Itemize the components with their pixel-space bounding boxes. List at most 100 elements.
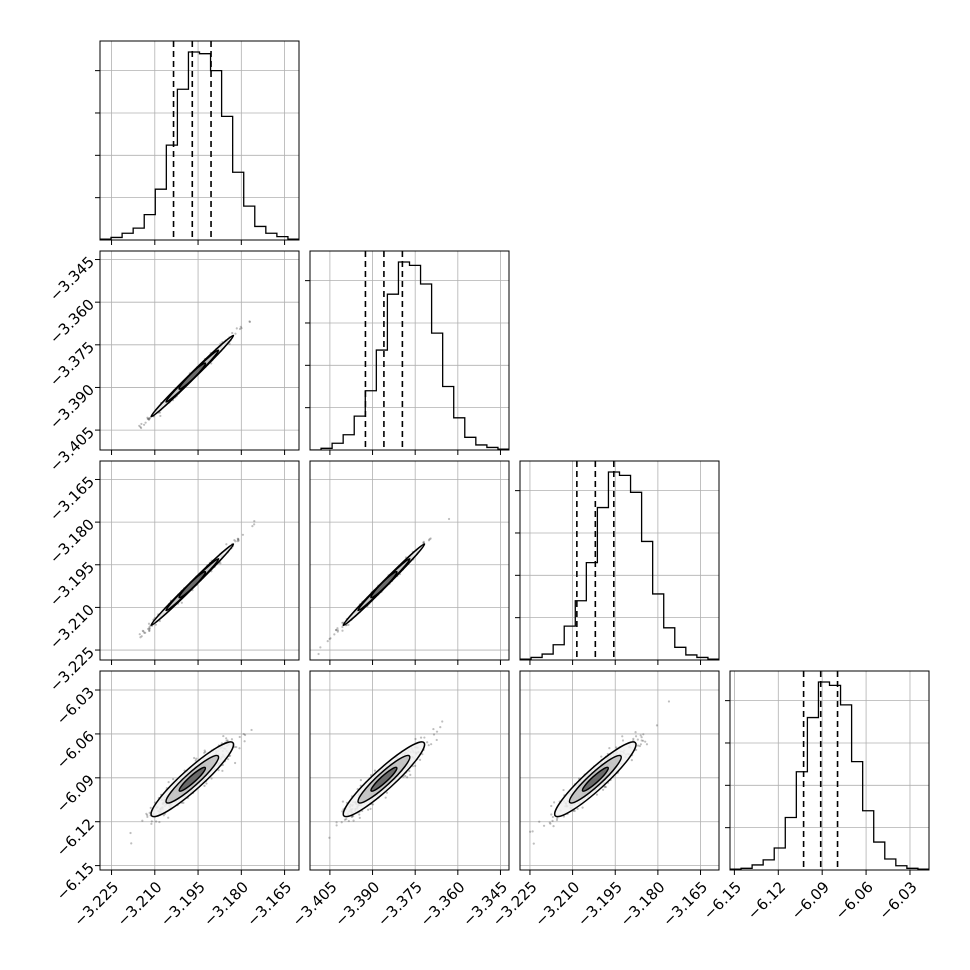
histogram-panel-0	[95, 40, 300, 245]
scatter-point	[595, 793, 599, 796]
histogram-panel-1	[305, 250, 510, 455]
histogram-panel-3: −6.15−6.12−6.09−6.06−6.03	[700, 670, 930, 923]
scatter-point	[158, 411, 162, 414]
scatter-point	[642, 733, 645, 736]
panel-content	[310, 251, 509, 450]
scatter-point	[239, 325, 242, 328]
x-tick-label: −3.195	[157, 878, 209, 930]
scatter-point	[352, 819, 355, 822]
panel-frame	[309, 250, 510, 451]
scatter-point	[235, 745, 238, 749]
scatter-panel-2-0: −3.225−3.210−3.195−3.180−3.165	[46, 460, 300, 695]
scatter-point	[636, 744, 640, 747]
scatter-point	[193, 756, 196, 760]
scatter-point	[421, 753, 424, 756]
scatter-point	[640, 736, 643, 739]
panel-frame	[309, 670, 510, 871]
scatter-point	[373, 769, 377, 772]
x-tick-label: −6.06	[832, 878, 877, 923]
histogram-step	[730, 681, 929, 870]
panel-frame	[309, 460, 510, 661]
scatter-point	[341, 629, 344, 632]
scatter-point	[138, 633, 141, 636]
scatter-point	[358, 816, 361, 819]
scatter-point	[194, 759, 197, 762]
scatter-point	[148, 416, 151, 420]
y-tick-label: −6.09	[53, 771, 98, 816]
x-tick-label: −3.180	[617, 878, 669, 930]
scatter-point	[225, 737, 228, 740]
panel-content	[328, 720, 444, 839]
scatter-point	[222, 734, 225, 738]
scatter-point	[358, 813, 361, 816]
scatter-point	[639, 734, 642, 737]
scatter-point	[238, 747, 241, 750]
x-tick-label: −3.405	[289, 878, 341, 930]
scatter-point	[608, 747, 611, 750]
scatter-point	[359, 779, 362, 782]
scatter-point	[667, 700, 671, 703]
scatter-point	[237, 539, 240, 542]
scatter-panel-3-1: −3.405−3.390−3.375−3.360−3.345	[289, 670, 511, 930]
scatter-point	[621, 739, 625, 742]
scatter-point	[180, 601, 183, 604]
scatter-point	[439, 726, 442, 729]
scatter-point	[418, 758, 422, 761]
scatter-point	[336, 630, 339, 633]
y-tick-label: −3.225	[46, 643, 98, 695]
scatter-point	[146, 417, 149, 421]
scatter-point	[148, 627, 151, 630]
scatter-point	[639, 743, 642, 746]
y-tick-label: −3.210	[46, 601, 98, 653]
scatter-point	[253, 520, 256, 523]
contour-level-2	[178, 766, 207, 792]
x-tick-label: −6.09	[788, 878, 833, 923]
scatter-point	[553, 801, 556, 804]
scatter-panel-1-0: −3.405−3.390−3.375−3.360−3.345	[46, 250, 300, 475]
scatter-point	[231, 331, 234, 335]
scatter-point	[532, 842, 535, 845]
panel-content	[730, 671, 929, 870]
scatter-point	[562, 788, 565, 792]
scatter-point	[149, 806, 152, 809]
scatter-point	[335, 821, 338, 824]
y-tick-label: −3.165	[46, 473, 98, 525]
scatter-point	[148, 417, 151, 420]
scatter-point	[148, 811, 151, 814]
contour-level-2	[370, 766, 398, 792]
scatter-point	[235, 327, 238, 330]
panel-content	[129, 728, 253, 845]
scatter-point	[238, 327, 242, 331]
scatter-point	[334, 628, 338, 632]
scatter-point	[430, 743, 433, 746]
scatter-point	[408, 769, 411, 773]
scatter-point	[655, 724, 659, 727]
scatter-point	[621, 735, 624, 738]
scatter-point	[139, 425, 142, 429]
panel-content	[529, 700, 671, 845]
scatter-point	[326, 640, 329, 643]
scatter-point	[644, 740, 647, 743]
scatter-point	[203, 784, 206, 787]
contour-level-2	[178, 362, 207, 390]
scatter-point	[147, 418, 150, 421]
scatter-point	[138, 424, 141, 427]
scatter-point	[336, 627, 339, 630]
scatter-point	[317, 652, 320, 656]
scatter-point	[221, 769, 224, 772]
scatter-point	[638, 744, 641, 748]
scatter-point	[551, 815, 554, 819]
scatter-point	[645, 743, 649, 746]
scatter-point	[341, 621, 344, 624]
scatter-point	[234, 332, 237, 335]
scatter-point	[242, 732, 245, 736]
scatter-point	[143, 631, 146, 634]
scatter-point	[167, 781, 170, 784]
scatter-point	[146, 627, 150, 631]
contour-level-2	[370, 570, 398, 599]
scatter-point	[548, 821, 551, 824]
scatter-point	[217, 769, 220, 772]
scatter-point	[148, 626, 151, 629]
x-tick-label: −3.180	[200, 878, 252, 930]
